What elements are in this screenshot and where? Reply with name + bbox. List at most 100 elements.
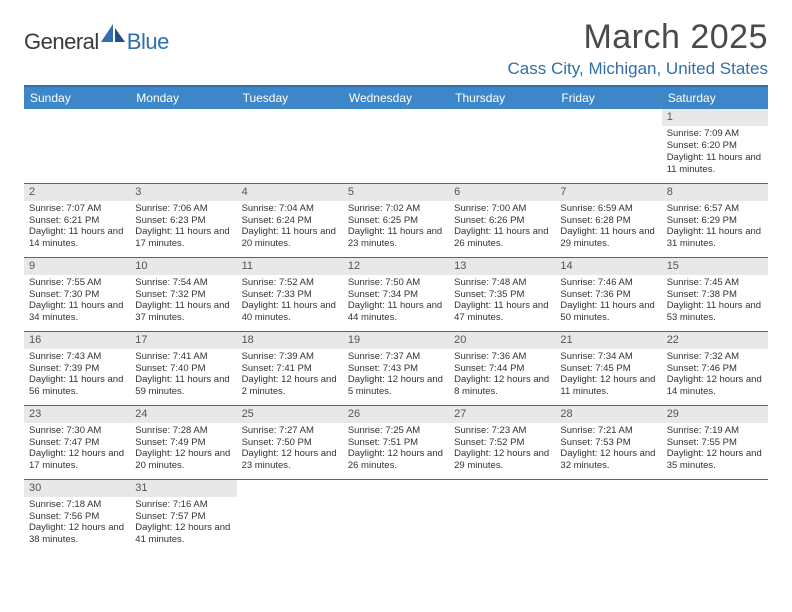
day-info: Sunrise: 7:43 AMSunset: 7:39 PMDaylight:… (24, 349, 130, 402)
weekday-tuesday: Tuesday (237, 87, 343, 109)
calendar-page: General Blue March 2025 Cass City, Michi… (0, 0, 792, 553)
calendar-row: 16Sunrise: 7:43 AMSunset: 7:39 PMDayligh… (24, 331, 768, 405)
daylight-label: Daylight: 12 hours and 20 minutes. (135, 448, 231, 472)
day-number: 31 (130, 480, 236, 497)
sunset-label: Sunset: 6:20 PM (667, 140, 763, 152)
calendar-cell (449, 479, 555, 553)
calendar-row: 30Sunrise: 7:18 AMSunset: 7:56 PMDayligh… (24, 479, 768, 553)
sunrise-label: Sunrise: 7:07 AM (29, 203, 125, 215)
weekday-wednesday: Wednesday (343, 87, 449, 109)
sunrise-label: Sunrise: 7:25 AM (348, 425, 444, 437)
day-number: 26 (343, 406, 449, 423)
calendar-cell: 3Sunrise: 7:06 AMSunset: 6:23 PMDaylight… (130, 183, 236, 257)
daylight-label: Daylight: 12 hours and 32 minutes. (560, 448, 656, 472)
calendar-cell: 15Sunrise: 7:45 AMSunset: 7:38 PMDayligh… (662, 257, 768, 331)
calendar-cell: 20Sunrise: 7:36 AMSunset: 7:44 PMDayligh… (449, 331, 555, 405)
daylight-label: Daylight: 12 hours and 14 minutes. (667, 374, 763, 398)
day-number: 15 (662, 258, 768, 275)
day-info: Sunrise: 7:39 AMSunset: 7:41 PMDaylight:… (237, 349, 343, 402)
calendar-cell: 30Sunrise: 7:18 AMSunset: 7:56 PMDayligh… (24, 479, 130, 553)
day-info: Sunrise: 7:34 AMSunset: 7:45 PMDaylight:… (555, 349, 661, 402)
day-info: Sunrise: 7:21 AMSunset: 7:53 PMDaylight:… (555, 423, 661, 476)
sunset-label: Sunset: 7:51 PM (348, 437, 444, 449)
sunrise-label: Sunrise: 7:19 AM (667, 425, 763, 437)
day-info: Sunrise: 7:09 AMSunset: 6:20 PMDaylight:… (662, 126, 768, 179)
day-number: 8 (662, 184, 768, 201)
day-number: 13 (449, 258, 555, 275)
day-number: 10 (130, 258, 236, 275)
day-info: Sunrise: 7:50 AMSunset: 7:34 PMDaylight:… (343, 275, 449, 328)
sunset-label: Sunset: 6:25 PM (348, 215, 444, 227)
weekday-saturday: Saturday (662, 87, 768, 109)
daylight-label: Daylight: 11 hours and 50 minutes. (560, 300, 656, 324)
day-number: 4 (237, 184, 343, 201)
calendar-cell: 29Sunrise: 7:19 AMSunset: 7:55 PMDayligh… (662, 405, 768, 479)
day-info: Sunrise: 7:28 AMSunset: 7:49 PMDaylight:… (130, 423, 236, 476)
daylight-label: Daylight: 12 hours and 11 minutes. (560, 374, 656, 398)
daylight-label: Daylight: 11 hours and 31 minutes. (667, 226, 763, 250)
calendar-cell: 26 Sunrise: 7:25 AMSunset: 7:51 PMDayligh… (343, 405, 449, 479)
calendar-cell (237, 479, 343, 553)
day-info: Sunrise: 7:07 AMSunset: 6:21 PMDaylight:… (24, 201, 130, 254)
sunset-label: Sunset: 7:45 PM (560, 363, 656, 375)
sunrise-label: Sunrise: 7:50 AM (348, 277, 444, 289)
sunrise-label: Sunrise: 7:30 AM (29, 425, 125, 437)
daylight-label: Daylight: 11 hours and 40 minutes. (242, 300, 338, 324)
sunset-label: Sunset: 7:32 PM (135, 289, 231, 301)
day-number: 20 (449, 332, 555, 349)
sunrise-label: Sunrise: 6:57 AM (667, 203, 763, 215)
calendar-cell (343, 479, 449, 553)
daylight-label: Daylight: 11 hours and 23 minutes. (348, 226, 444, 250)
day-info: Sunrise: 6:57 AMSunset: 6:29 PMDaylight:… (662, 201, 768, 254)
sunset-label: Sunset: 6:26 PM (454, 215, 550, 227)
calendar-cell: 6Sunrise: 7:00 AMSunset: 6:26 PMDaylight… (449, 183, 555, 257)
daylight-label: Daylight: 11 hours and 47 minutes. (454, 300, 550, 324)
calendar-cell: 14 Sunrise: 7:46 AMSunset: 7:36 PMDayligh… (555, 257, 661, 331)
sunrise-label: Sunrise: 7:41 AM (135, 351, 231, 363)
calendar-cell: 9Sunrise: 7:55 AMSunset: 7:30 PMDaylight… (24, 257, 130, 331)
sunrise-label: Sunrise: 7:21 AM (560, 425, 656, 437)
day-number: 22 (662, 332, 768, 349)
title-block: March 2025 Cass City, Michigan, United S… (508, 18, 768, 79)
day-number: 29 (662, 406, 768, 423)
day-info: Sunrise: 7:16 AMSunset: 7:57 PMDaylight:… (130, 497, 236, 550)
logo-text-blue: Blue (127, 29, 169, 55)
sunrise-label: Sunrise: 7:00 AM (454, 203, 550, 215)
sunset-label: Sunset: 7:53 PM (560, 437, 656, 449)
sunset-label: Sunset: 7:36 PM (560, 289, 656, 301)
daylight-label: Daylight: 12 hours and 2 minutes. (242, 374, 338, 398)
calendar-row: 9Sunrise: 7:55 AMSunset: 7:30 PMDaylight… (24, 257, 768, 331)
daylight-label: Daylight: 12 hours and 29 minutes. (454, 448, 550, 472)
calendar-table: Sunday Monday Tuesday Wednesday Thursday… (24, 87, 768, 553)
day-number: 14 (555, 258, 661, 275)
calendar-cell (130, 109, 236, 183)
sunrise-label: Sunrise: 7:48 AM (454, 277, 550, 289)
weekday-friday: Friday (555, 87, 661, 109)
daylight-label: Daylight: 12 hours and 26 minutes. (348, 448, 444, 472)
calendar-cell: 22Sunrise: 7:32 AMSunset: 7:46 PMDayligh… (662, 331, 768, 405)
sunrise-label: Sunrise: 7:46 AM (560, 277, 656, 289)
daylight-label: Daylight: 11 hours and 11 minutes. (667, 152, 763, 176)
sunset-label: Sunset: 7:46 PM (667, 363, 763, 375)
sunrise-label: Sunrise: 7:09 AM (667, 128, 763, 140)
sunrise-label: Sunrise: 7:52 AM (242, 277, 338, 289)
calendar-cell: 17Sunrise: 7:41 AMSunset: 7:40 PMDayligh… (130, 331, 236, 405)
day-number: 2 (24, 184, 130, 201)
calendar-cell: 23Sunrise: 7:30 AMSunset: 7:47 PMDayligh… (24, 405, 130, 479)
day-info: Sunrise: 7:32 AMSunset: 7:46 PMDaylight:… (662, 349, 768, 402)
sunrise-label: Sunrise: 7:54 AM (135, 277, 231, 289)
sunrise-label: Sunrise: 7:28 AM (135, 425, 231, 437)
day-info: Sunrise: 7:48 AMSunset: 7:35 PMDaylight:… (449, 275, 555, 328)
sunset-label: Sunset: 7:47 PM (29, 437, 125, 449)
daylight-label: Daylight: 11 hours and 20 minutes. (242, 226, 338, 250)
day-number: 5 (343, 184, 449, 201)
day-info: Sunrise: 7:06 AMSunset: 6:23 PMDaylight:… (130, 201, 236, 254)
weekday-header-row: Sunday Monday Tuesday Wednesday Thursday… (24, 87, 768, 109)
day-number: 19 (343, 332, 449, 349)
sunrise-label: Sunrise: 7:43 AM (29, 351, 125, 363)
sunrise-label: Sunrise: 7:02 AM (348, 203, 444, 215)
sunset-label: Sunset: 7:35 PM (454, 289, 550, 301)
daylight-label: Daylight: 12 hours and 38 minutes. (29, 522, 125, 546)
sunset-label: Sunset: 7:41 PM (242, 363, 338, 375)
day-info: Sunrise: 7:27 AMSunset: 7:50 PMDaylight:… (237, 423, 343, 476)
